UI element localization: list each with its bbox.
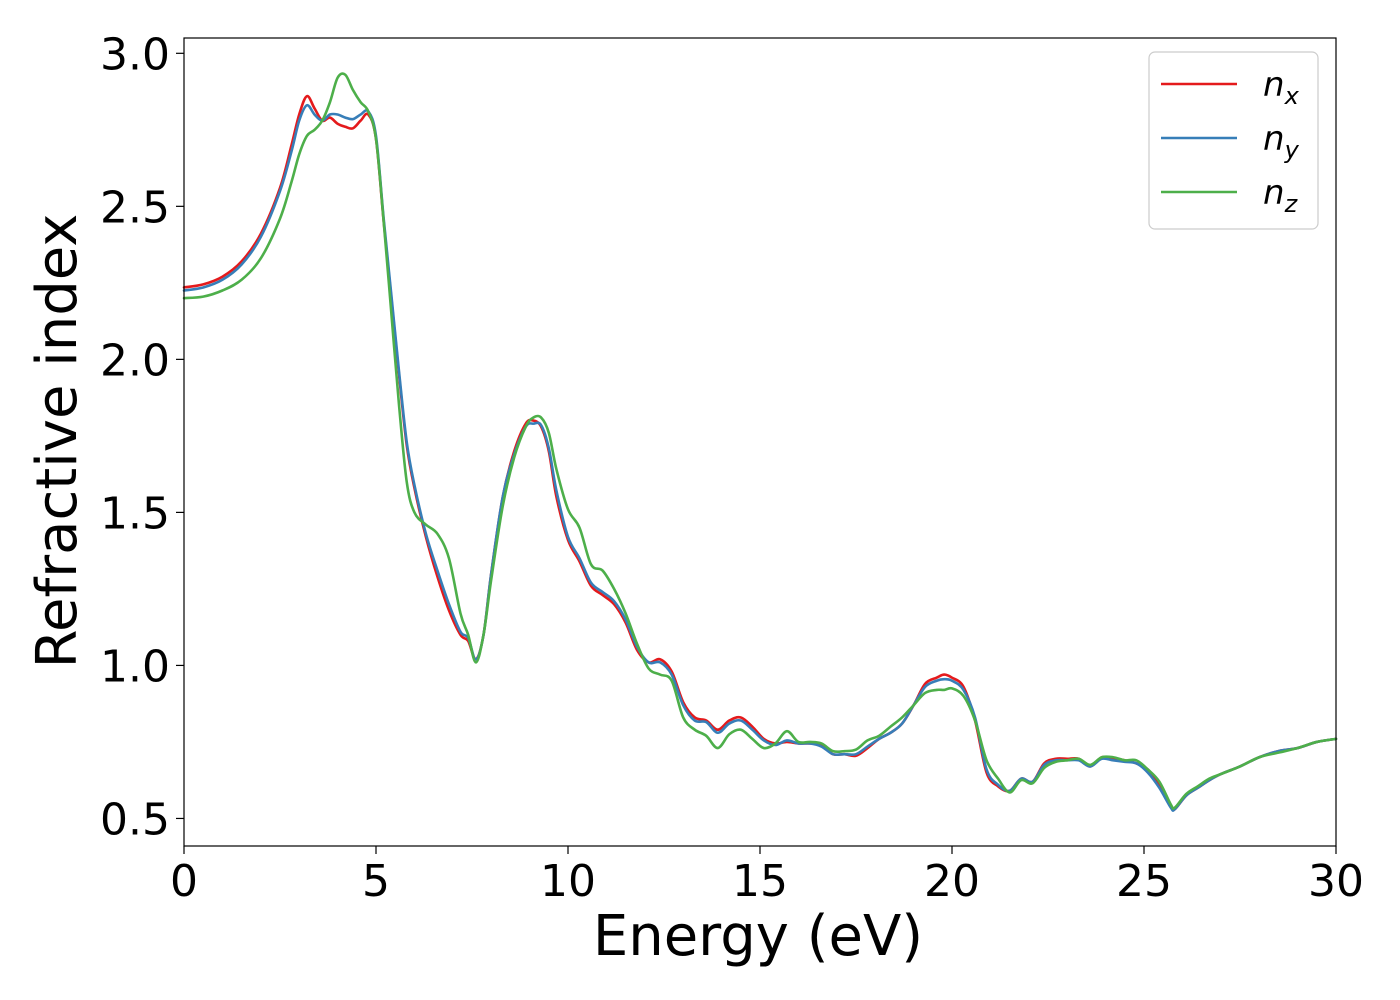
y-tick-label: 1.5: [100, 488, 170, 539]
x-tick-label: 10: [540, 856, 596, 907]
y-axis-title: Refractive index: [25, 214, 90, 669]
x-tick-label: 0: [170, 856, 198, 907]
x-axis-title: Energy (eV): [593, 904, 923, 969]
legend-label-nx: nx: [1263, 65, 1300, 110]
legend-label-ny: ny: [1263, 119, 1300, 164]
series-layer: [182, 72, 1338, 812]
legend-box: [1148, 51, 1319, 230]
y-tick-label: 2.5: [100, 182, 170, 233]
x-tick-label: 20: [924, 856, 980, 907]
y-tick-label: 1.0: [100, 641, 170, 692]
x-tick-label: 15: [732, 856, 788, 907]
tick-layer: 0 5 10 15 20 25 30 0.5 1.0 1.5 2.0 2.5 3.0: [100, 29, 1364, 907]
x-tick-label: 30: [1308, 856, 1364, 907]
series-line-nz: [182, 72, 1338, 811]
y-tick-label: 3.0: [100, 29, 170, 80]
x-tick-label: 25: [1116, 856, 1172, 907]
y-tick-label: 0.5: [100, 794, 170, 845]
x-tick-label: 5: [362, 856, 390, 907]
y-tick-label: 2.0: [100, 335, 170, 386]
legend-label-nz: nz: [1263, 173, 1299, 218]
legend: nx ny nz: [1148, 51, 1319, 230]
